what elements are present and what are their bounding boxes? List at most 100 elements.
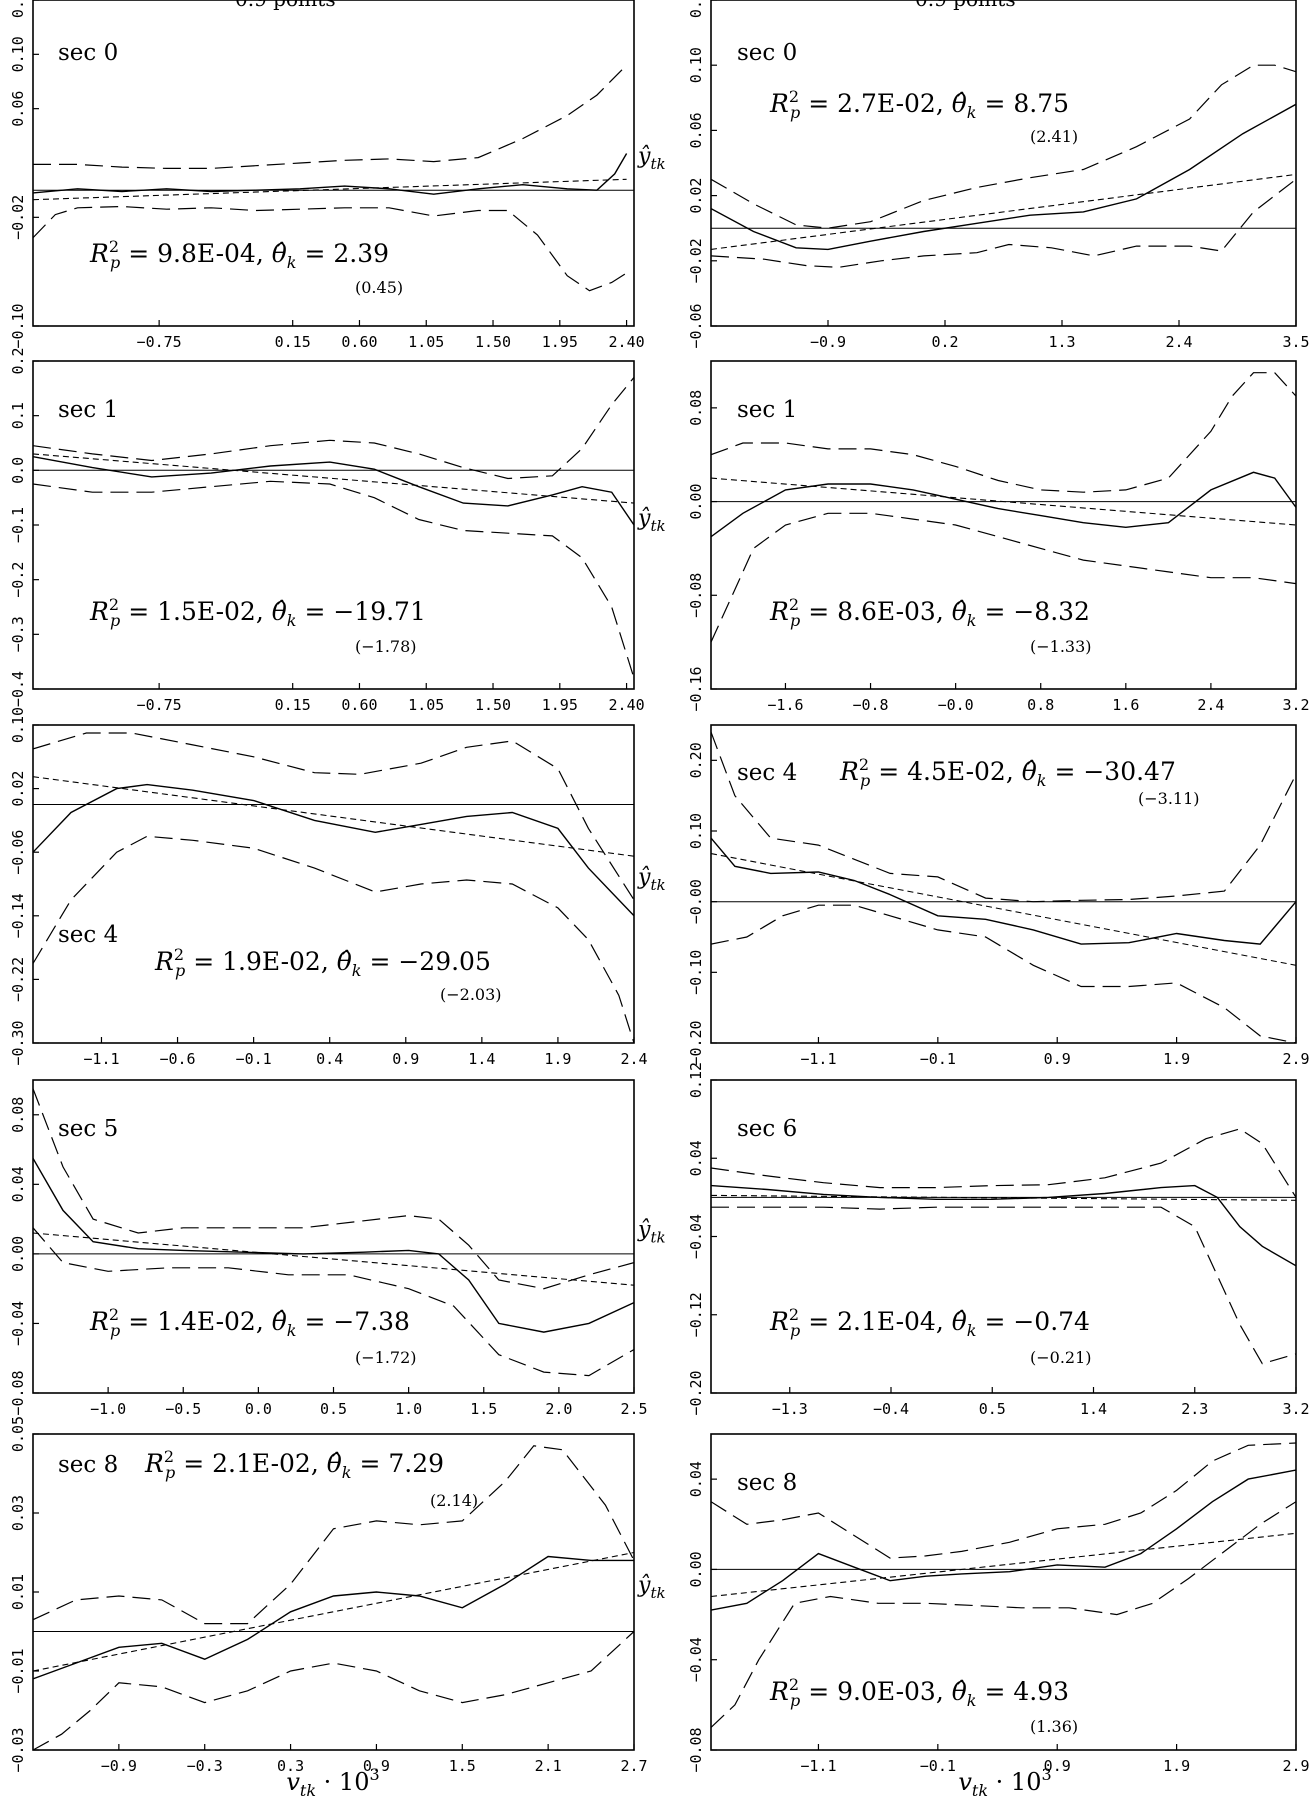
x-tick-label: −0.0 bbox=[938, 696, 974, 714]
x-tick-label: 1.0 bbox=[395, 1400, 422, 1418]
y-tick-label: −0.30 bbox=[9, 1020, 27, 1065]
x-tick-label: 2.4 bbox=[1165, 333, 1192, 351]
y-tick-label: 0.04 bbox=[687, 1461, 705, 1497]
header-fragment: 0.9 points bbox=[235, 0, 336, 11]
y-tick-label: −0.04 bbox=[9, 1301, 27, 1346]
r2-theta-annotation: R2 p = 4.5E-02, θ̂k = −30.47 bbox=[839, 755, 1176, 790]
y-tick-label: −0.01 bbox=[9, 1648, 27, 1693]
y-tick-label: −0.04 bbox=[687, 1637, 705, 1682]
y-tick-label: 0.03 bbox=[9, 1495, 27, 1531]
y-tick-label: −0.08 bbox=[687, 1727, 705, 1772]
series-line-long-dash bbox=[711, 1442, 1296, 1559]
x-axis-label: vtk · 103 bbox=[958, 1765, 1051, 1800]
y-axis-label: ŷtk bbox=[637, 506, 666, 535]
series-group bbox=[33, 1088, 634, 1377]
y-axis-label: ŷtk bbox=[637, 1573, 666, 1602]
section-label: sec 8 bbox=[58, 1452, 118, 1478]
series-line-long-dash bbox=[33, 480, 634, 679]
x-tick-label: 0.60 bbox=[341, 333, 377, 351]
x-tick-label: −0.1 bbox=[920, 1050, 956, 1068]
x-tick-label: −0.9 bbox=[810, 333, 846, 351]
y-axis-label: ŷtk bbox=[637, 865, 666, 894]
y-tick-label: 0.04 bbox=[9, 1166, 27, 1202]
series-line-long-dash bbox=[711, 1206, 1296, 1365]
y-tick-label: 0.14 bbox=[9, 0, 27, 18]
y-tick-label: −0.08 bbox=[9, 1370, 27, 1415]
x-tick-label: 2.0 bbox=[545, 1400, 572, 1418]
series-line-solid bbox=[33, 153, 628, 195]
r2-theta-annotation: R2 p = 8.6E-03, θ̂k = −8.32 bbox=[769, 595, 1090, 630]
x-tick-label: 1.5 bbox=[449, 1757, 476, 1775]
x-tick-label: −0.75 bbox=[137, 333, 182, 351]
x-tick-label: 2.1 bbox=[535, 1757, 562, 1775]
series-line-long-dash bbox=[711, 731, 1296, 903]
x-tick-label: 2.4 bbox=[620, 1050, 647, 1068]
y-tick-label: 0.10 bbox=[687, 47, 705, 83]
x-tick-label: 0.9 bbox=[363, 1757, 390, 1775]
series-line-long-dash bbox=[711, 372, 1296, 493]
series-line-long-dash bbox=[33, 1631, 634, 1750]
series-line-short-dash bbox=[711, 173, 1296, 250]
series-line-solid bbox=[711, 471, 1296, 538]
plot-frame bbox=[710, 724, 1297, 1044]
series-line-long-dash bbox=[33, 64, 628, 169]
x-tick-label: −1.1 bbox=[800, 1050, 836, 1068]
t-statistic: (−1.78) bbox=[355, 637, 417, 656]
chart-panel-left-5: −0.9 −0.3 0.3 0.9 1.5 2.1 2.7 −0.03 −0.01 0.01 0.0… bbox=[9, 1416, 648, 1775]
x-tick-label: −1.1 bbox=[83, 1050, 119, 1068]
plot-frame bbox=[32, 360, 635, 690]
y-tick-label: 0.10 bbox=[687, 813, 705, 849]
y-axis-label: ŷtk bbox=[637, 144, 666, 173]
x-tick-label: −0.5 bbox=[165, 1400, 201, 1418]
chart-panel-right-4: −1.3 −0.4 0.5 1.4 2.3 3.2 −0.20 −0.12 −0.04 0.04 0… bbox=[637, 1062, 1310, 1418]
t-statistic: (−0.21) bbox=[1030, 1348, 1092, 1367]
series-group bbox=[711, 372, 1296, 643]
x-tick-label: 1.4 bbox=[468, 1050, 495, 1068]
series-line-short-dash bbox=[33, 1232, 634, 1286]
y-tick-label: −0.2 bbox=[9, 562, 27, 598]
y-tick-label: 0.00 bbox=[687, 484, 705, 520]
section-label: sec 4 bbox=[58, 922, 118, 948]
series-line-long-dash bbox=[33, 1227, 634, 1377]
t-statistic: (−2.03) bbox=[440, 985, 502, 1004]
series-group bbox=[711, 64, 1296, 268]
x-tick-label: −1.3 bbox=[772, 1400, 808, 1418]
x-tick-label: 1.05 bbox=[408, 333, 444, 351]
r2-theta-annotation: R2 p = 1.5E-02, θ̂k = −19.71 bbox=[89, 595, 426, 630]
series-line-solid bbox=[711, 103, 1296, 251]
y-tick-label: −0.04 bbox=[687, 1214, 705, 1259]
y-tick-label: −0.02 bbox=[9, 195, 27, 240]
t-statistic: (1.36) bbox=[1030, 1717, 1078, 1736]
y-tick-label: 0.0 bbox=[9, 457, 27, 484]
chart-panel-right-1: −0.9 0.2 1.3 2.4 3.5 −0.06 −0.02 0.02 0.06 0.10 0.… bbox=[637, 0, 1310, 351]
x-tick-label: −0.1 bbox=[920, 1757, 956, 1775]
series-line-long-dash bbox=[33, 1445, 634, 1625]
y-tick-label: −0.1 bbox=[9, 507, 27, 543]
chart-panel-right-3: −1.1 −0.1 0.9 1.9 2.9 −0.20 −0.10 −0.00 0.10 0.20… bbox=[637, 724, 1310, 1068]
x-tick-label: 1.9 bbox=[1163, 1757, 1190, 1775]
x-tick-label: 1.50 bbox=[475, 696, 511, 714]
y-tick-label: −0.06 bbox=[687, 303, 705, 348]
y-tick-label: 0.08 bbox=[687, 390, 705, 426]
series-group bbox=[711, 1128, 1296, 1365]
y-tick-label: 0.1 bbox=[9, 402, 27, 429]
series-line-long-dash bbox=[33, 835, 634, 1043]
x-tick-label: −1.0 bbox=[90, 1400, 126, 1418]
r2-theta-annotation: R2 p = 1.4E-02, θ̂k = −7.38 bbox=[89, 1305, 410, 1340]
x-tick-label: 1.5 bbox=[470, 1400, 497, 1418]
x-tick-label: 2.5 bbox=[620, 1400, 647, 1418]
x-tick-label: −0.1 bbox=[236, 1050, 272, 1068]
x-tick-label: 1.9 bbox=[1163, 1050, 1190, 1068]
x-tick-label: 0.60 bbox=[341, 696, 377, 714]
series-line-long-dash bbox=[33, 205, 627, 292]
x-tick-label: 1.95 bbox=[542, 333, 578, 351]
series-group bbox=[33, 732, 634, 1043]
x-tick-label: 2.9 bbox=[1282, 1757, 1309, 1775]
x-tick-label: 2.9 bbox=[1282, 1050, 1309, 1068]
series-line-long-dash bbox=[33, 1088, 634, 1290]
plot-frame bbox=[710, 1433, 1297, 1751]
x-tick-label: 1.50 bbox=[475, 333, 511, 351]
plot-frame bbox=[710, 360, 1297, 690]
r2-theta-annotation: R2 p = 2.1E-04, θ̂k = −0.74 bbox=[769, 1305, 1090, 1340]
series-line-long-dash bbox=[711, 1501, 1296, 1728]
